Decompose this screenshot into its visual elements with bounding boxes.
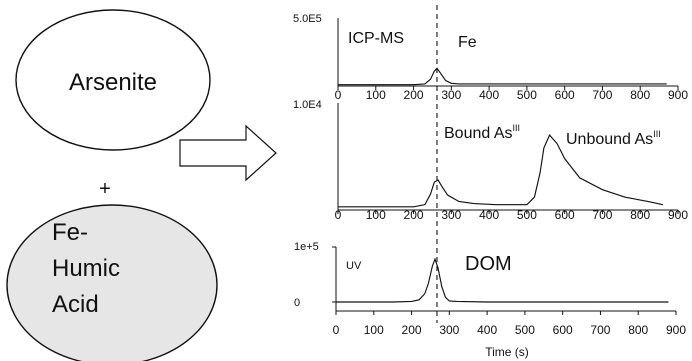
panel-dom-xtick-label: 0 xyxy=(333,323,340,337)
panel-as-xtick-label: 300 xyxy=(441,208,461,222)
reaction-scheme: Arsenite + Fe- Humic Acid xyxy=(6,9,277,361)
fe-humic-acid-line-2: Humic xyxy=(52,255,120,282)
reaction-arrow xyxy=(179,124,277,182)
panel-fe-xtick-label: 400 xyxy=(479,88,499,102)
panel-fe-xtick-label: 500 xyxy=(517,88,537,102)
panel-as-unbound-text: Unbound As xyxy=(566,131,653,148)
panel-dom-trace xyxy=(336,257,669,303)
panel-dom-ytick-top-label: 1e+5 xyxy=(294,241,319,253)
panel-as-xtick-label: 0 xyxy=(335,208,342,222)
panel-as-xtick-label: 900 xyxy=(668,208,688,222)
panel-as-xtick-label: 400 xyxy=(479,208,499,222)
panel-fe-xtick-label: 200 xyxy=(404,88,424,102)
panel-as-xtick-label: 600 xyxy=(555,208,575,222)
panel-as-trace xyxy=(338,134,664,208)
panel-fe-xtick-label: 900 xyxy=(668,88,688,102)
panel-fe-peak-label: Fe xyxy=(458,34,477,51)
panel-dom-xtick-label: 700 xyxy=(590,323,610,337)
panel-dom: 1e+5 0 UV DOM Time (s) 0 100 200 300 400 500 6… xyxy=(294,241,686,359)
panel-dom-xtick-label: 400 xyxy=(477,323,497,337)
panel-dom-xtick-label: 300 xyxy=(439,323,459,337)
panel-fe: 5.0E5 ICP-MS Fe 0 100 200 300 400 500 600 700 80… xyxy=(293,13,688,102)
panel-dom-method-label: UV xyxy=(346,260,362,272)
panel-fe-ymax-label: 5.0E5 xyxy=(293,13,322,25)
panel-fe-xtick-label: 600 xyxy=(555,88,575,102)
panel-as-ymax-label: 1.0E4 xyxy=(293,99,322,111)
panel-as-xtick-label: 700 xyxy=(592,208,612,222)
chromatograms: 5.0E5 ICP-MS Fe 0 100 200 300 400 500 600 700 80… xyxy=(293,5,688,359)
panel-as-xtick-label: 500 xyxy=(517,208,537,222)
panel-dom-peak-label: DOM xyxy=(465,253,512,275)
panel-dom-ytick-zero-label: 0 xyxy=(294,297,300,309)
panel-fe-xtick-label: 100 xyxy=(366,88,386,102)
panel-fe-xtick-label: 700 xyxy=(592,88,612,102)
panel-as-xtick-label: 200 xyxy=(404,208,424,222)
panel-dom-xtick-label: 800 xyxy=(628,323,648,337)
panel-dom-xtick-label: 100 xyxy=(364,323,384,337)
fe-humic-acid-line-1: Fe- xyxy=(52,219,88,246)
panel-dom-xtick-label: 200 xyxy=(402,323,422,337)
panel-fe-xtick-label: 800 xyxy=(630,88,650,102)
arsenite-oval xyxy=(15,9,211,151)
panel-as-unbound-label: Unbound AsIII xyxy=(566,129,661,148)
panel-dom-xtick-label: 500 xyxy=(515,323,535,337)
panel-as-bound-text: Bound As xyxy=(444,125,513,142)
panel-fe-xtick-label: 0 xyxy=(335,88,342,102)
fe-humic-acid-oval xyxy=(6,204,218,361)
panel-as-bound-label: Bound AsIII xyxy=(444,123,520,142)
panel-dom-xtick-label: 900 xyxy=(666,323,686,337)
plus-sign: + xyxy=(99,178,111,200)
panel-as-bound-sup: III xyxy=(513,123,521,133)
panel-fe-xtick-label: 300 xyxy=(441,88,461,102)
panel-dom-xtick-label: 600 xyxy=(553,323,573,337)
fe-humic-acid-line-3: Acid xyxy=(52,291,99,318)
panel-fe-trace xyxy=(338,67,667,86)
panel-as-xtick-label: 100 xyxy=(366,208,386,222)
panel-as-unbound-sup: III xyxy=(653,129,661,139)
panel-as: 1.0E4 Bound AsIII Unbound AsIII 0 100 200 3… xyxy=(293,99,688,222)
arsenite-label: Arsenite xyxy=(69,69,157,96)
panel-fe-method-label: ICP-MS xyxy=(348,30,404,47)
panel-as-xtick-label: 800 xyxy=(630,208,650,222)
panel-dom-xaxis-title: Time (s) xyxy=(485,345,529,359)
